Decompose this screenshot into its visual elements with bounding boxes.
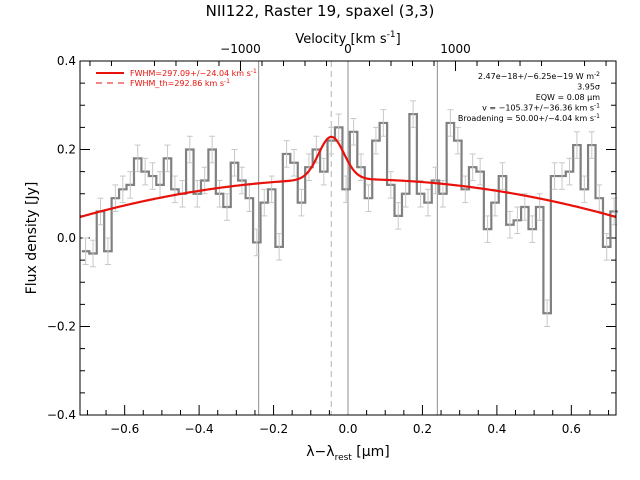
legend: FWHM=297.09+/−24.04 km s-1FWHM_th=292.86… (96, 68, 257, 88)
flux-histogram (81, 113, 618, 315)
y-tick-label: −0.2 (47, 320, 76, 334)
x-axis-label-sub: rest (335, 453, 353, 463)
annotation-text: EQW = 0.08 μm (536, 93, 600, 102)
top-tick-label: −1000 (220, 42, 261, 56)
legend-label-text: FWHM=297.09+/−24.04 km s (130, 69, 251, 78)
x-tick-label: 0.2 (413, 422, 432, 436)
legend-label-text: FWHM_th=292.86 km s (130, 79, 224, 88)
chart-title: NII122, Raster 19, spaxel (3,3) (206, 2, 435, 20)
legend-label: FWHM_th=292.86 km s-1 (130, 78, 230, 88)
legend-label: FWHM=297.09+/−24.04 km s-1 (130, 68, 257, 78)
x-tick-label: −0.4 (185, 422, 214, 436)
y-tick-label: 0.4 (57, 54, 76, 68)
x-tick-label: −0.2 (259, 422, 288, 436)
annotation-text: v = −105.37+/−36.36 km s-1 (482, 103, 600, 113)
data-series (81, 100, 618, 327)
annotation-text: Broadening = 50.00+/−4.04 km s-1 (458, 113, 600, 123)
annotation-main: 3.95σ (577, 83, 600, 92)
x-axis-label-unit: [μm] (352, 444, 390, 460)
top-axis-label-end: ] (396, 32, 401, 47)
annotation-sup: -1 (594, 103, 600, 110)
x-axis-label-main: λ−λ (306, 444, 334, 460)
x-tick-label: −0.6 (110, 422, 139, 436)
ticks-layer: −0.6 −0.4 −0.2 0.0 0.2 0.4 0.6 −0.4 −0.2 0.0 0.2 0.… (47, 42, 616, 436)
fit-curve (79, 135, 617, 219)
x-tick-label: 0.4 (487, 422, 506, 436)
top-tick-label: 0 (344, 42, 352, 56)
top-axis-label-text: Velocity [km s (295, 32, 387, 47)
annotation-text: 3.95σ (577, 83, 600, 92)
annotation-sup: -2 (594, 71, 600, 78)
y-tick-label: 0.2 (57, 143, 76, 157)
y-axis-label: Flux density [Jy] (24, 182, 40, 295)
x-tick-label: 0.6 (562, 422, 581, 436)
annotation-text: 2.47e−18+/−6.25e−19 W m-2 (478, 71, 600, 81)
legend-label-sup: -1 (251, 68, 257, 75)
legend-label-sup: -1 (224, 78, 230, 85)
plot-frame (79, 60, 617, 416)
top-tick-label: 1000 (440, 42, 471, 56)
fit-series (79, 135, 617, 219)
top-axis-label: Velocity [km s-1] (295, 30, 400, 47)
reference-lines (258, 61, 438, 415)
x-tick-label: 0.0 (338, 422, 357, 436)
annotation-main: 2.47e−18+/−6.25e−19 W m (478, 72, 594, 81)
annotation-sup: -1 (594, 113, 600, 120)
y-tick-label: 0.0 (57, 231, 76, 245)
annotation-main: Broadening = 50.00+/−4.04 km s (458, 114, 594, 123)
annotation-main: EQW = 0.08 μm (536, 93, 600, 102)
top-axis-label-sup: -1 (387, 30, 396, 40)
annotation-main: v = −105.37+/−36.36 km s (482, 104, 594, 113)
x-axis-label: λ−λrest [μm] (306, 444, 390, 463)
y-tick-label: −0.4 (47, 408, 76, 422)
